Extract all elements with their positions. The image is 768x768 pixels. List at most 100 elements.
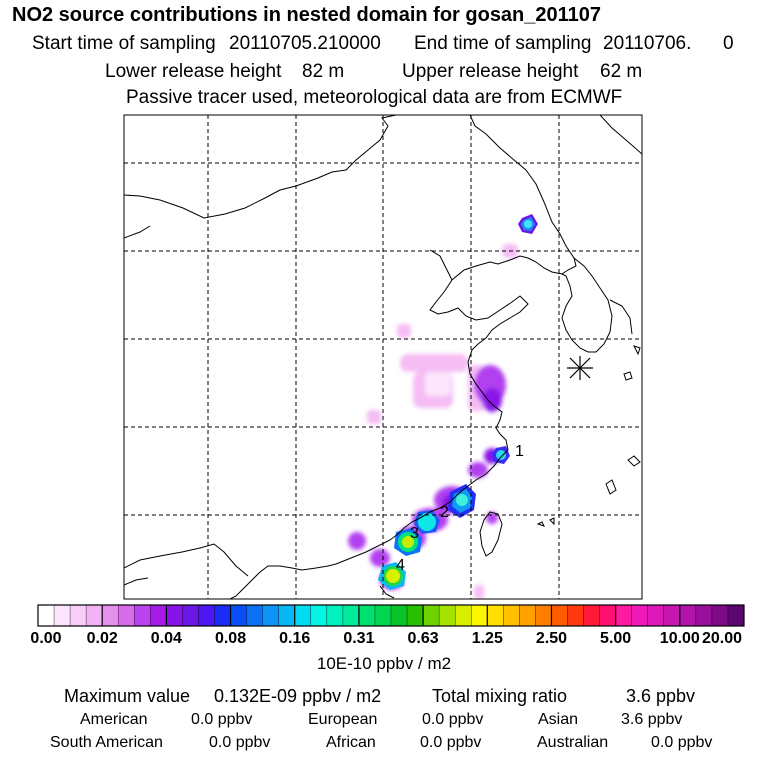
colorbar-swatch [663, 605, 681, 626]
upper-height-value: 62 m [600, 61, 643, 82]
colorbar-swatch [391, 605, 408, 626]
colorbar-swatch [471, 605, 488, 626]
south-american-label: South American [50, 734, 163, 751]
colorbar-swatch [519, 605, 536, 626]
hotspot-source-3 [394, 528, 422, 556]
colorbar-swatch [102, 605, 119, 626]
colorbar-swatch [38, 605, 55, 626]
american-label: American [80, 711, 148, 728]
source-label-4: 4 [396, 557, 405, 574]
colorbar-swatch [246, 605, 263, 626]
colorbar-tick-label: 20.00 [701, 630, 743, 647]
colorbar-swatch [278, 605, 296, 626]
colorbar-swatch [583, 605, 600, 626]
figure-title: NO2 source contributions in nested domai… [12, 4, 602, 26]
total-mixing-value: 3.6 ppbv [626, 686, 696, 706]
colorbar-swatch [631, 605, 649, 626]
colorbar-swatch [198, 605, 215, 626]
colorbar-tick-label: 0.31 [343, 630, 375, 647]
max-value: 0.132E-09 ppbv / m2 [214, 686, 382, 706]
colorbar-tick-label: 1.25 [471, 630, 503, 647]
colorbar-swatch [727, 605, 745, 626]
plume-shading [348, 244, 518, 599]
australian-label: Australian [537, 734, 609, 751]
colorbar-swatch [567, 605, 584, 626]
end-time-value: 20110706. [603, 33, 692, 54]
australian-value: 0.0 ppbv [651, 734, 713, 751]
colorbar-swatch [214, 605, 231, 626]
source-label-3: 3 [410, 525, 419, 542]
european-label: European [308, 711, 378, 728]
colorbar-swatch [503, 605, 520, 626]
colorbar-swatch [86, 605, 103, 626]
colorbar-units: 10E-10 ppbv / m2 [316, 654, 452, 673]
colorbar-swatch [551, 605, 568, 626]
colorbar-swatch [358, 605, 376, 626]
colorbar-swatch [134, 605, 151, 626]
end-time-extra: 0 [723, 33, 734, 54]
south-american-value: 0.0 ppbv [209, 734, 271, 751]
asterisk-icon [567, 356, 593, 380]
colorbar-swatch [230, 605, 247, 626]
hotspot-source-1 [492, 446, 510, 464]
colorbar-tick-label: 0.02 [86, 630, 118, 647]
colorbar-swatch [150, 605, 167, 626]
african-value: 0.0 ppbv [420, 734, 482, 751]
european-value: 0.0 ppbv [422, 711, 484, 728]
colorbar-tick-label: 2.50 [535, 630, 568, 647]
colorbar-frame [37, 604, 745, 627]
colorbar-swatch [294, 605, 312, 626]
lower-height-value: 82 m [302, 61, 345, 82]
colorbar-tick-label: 5.00 [600, 630, 632, 647]
colorbar-tick-label: 0.63 [407, 630, 439, 647]
colorbar-swatch [695, 605, 713, 626]
colorbar-swatch [679, 605, 697, 626]
lower-height-label: Lower release height [105, 61, 282, 82]
colorbar-swatch [599, 605, 616, 626]
end-time-label: End time of sampling [414, 33, 592, 54]
hotspot-northeast [518, 214, 538, 234]
start-time-value: 20110705.210000 [229, 33, 381, 54]
colorbar-swatch [439, 605, 456, 626]
colorbar-swatch [711, 605, 729, 626]
colorbar-tick-label: 0.08 [214, 630, 247, 647]
source-label-1: 1 [515, 443, 524, 460]
colorbar-swatch [262, 605, 279, 626]
colorbar-swatch [423, 605, 440, 626]
colorbar-swatch [326, 605, 344, 626]
data-source-note: Passive tracer used, meteorological data… [126, 87, 623, 108]
colorbar-swatch [310, 605, 328, 626]
colorbar [37, 604, 745, 627]
islands [536, 345, 641, 527]
colorbar-swatch [342, 605, 360, 626]
colorbar-swatch [647, 605, 665, 626]
colorbar-tick-label: 0.00 [30, 630, 62, 647]
coastlines [124, 115, 642, 599]
colorbar-swatch [535, 605, 552, 626]
colorbar-swatch [455, 605, 472, 626]
lat-lon-grid [124, 115, 642, 599]
asian-label: Asian [538, 711, 579, 728]
colorbar-swatch [70, 605, 87, 626]
colorbar-swatch [118, 605, 135, 626]
source-label-2: 2 [440, 504, 449, 521]
colorbar-swatch [182, 605, 199, 626]
colorbar-tick-label: 0.04 [150, 630, 182, 647]
colorbar-swatch [615, 605, 632, 626]
colorbar-swatch [374, 605, 392, 626]
max-value-label: Maximum value [64, 686, 191, 706]
colorbar-tick-label: 10.00 [659, 630, 700, 647]
hotspot-mid [414, 510, 440, 534]
start-time-label: Start time of sampling [32, 33, 216, 54]
african-label: African [326, 734, 376, 751]
colorbar-swatch [487, 605, 504, 626]
american-value: 0.0 ppbv [191, 711, 253, 728]
colorbar-swatch [166, 605, 183, 626]
asian-value: 3.6 ppbv [621, 711, 683, 728]
colorbar-tick-label: 0.16 [279, 630, 311, 647]
colorbar-swatch [407, 605, 424, 626]
upper-height-label: Upper release height [402, 61, 579, 82]
colorbar-swatch [54, 605, 71, 626]
hotspot-source-4 [378, 562, 406, 590]
